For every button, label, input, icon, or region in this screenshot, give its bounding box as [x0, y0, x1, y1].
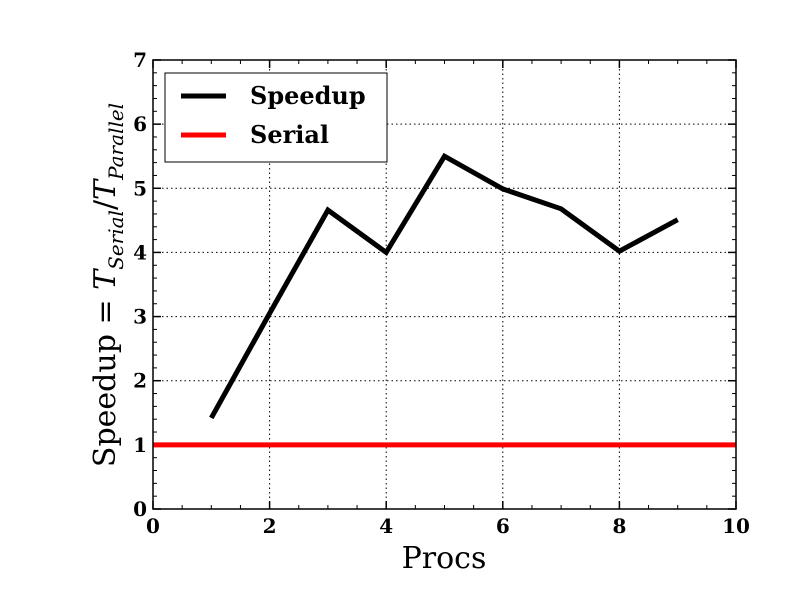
x-tick-label: 10 [722, 514, 750, 538]
y-tick-label: 1 [133, 433, 147, 457]
x-tick-label: 4 [379, 514, 393, 538]
grid [153, 60, 736, 509]
tick-labels: 0 2 4 6 8 10 0 1 2 3 4 5 6 7 [133, 48, 750, 538]
y-tick-label: 2 [133, 369, 147, 393]
y-tick-label: 7 [133, 48, 147, 72]
y-axis-label: Speedup = TSerial/TParallel [88, 103, 128, 467]
legend: Speedup Serial [164, 72, 388, 163]
legend-box [164, 72, 388, 163]
y-tick-label: 5 [133, 176, 147, 200]
y-tick-label: 0 [133, 497, 147, 521]
y-tick-label: 6 [133, 112, 147, 136]
y-axis-label-slash: / [88, 199, 123, 210]
x-tick-label: 8 [612, 514, 626, 538]
x-tick-label: 6 [496, 514, 510, 538]
series-line-speedup [209, 152, 679, 420]
y-axis-label-t1: T [88, 268, 123, 290]
x-axis-label: Procs [402, 541, 487, 576]
y-axis-label-sub2: Parallel [104, 103, 128, 181]
y-axis-label-prefix: Speedup = [88, 290, 123, 467]
x-tick-label: 2 [263, 514, 277, 538]
plot-frame [152, 59, 737, 510]
legend-label-speedup: Speedup [250, 81, 366, 110]
legend-label-serial: Serial [250, 120, 329, 149]
y-axis-label-sub1: Serial [104, 210, 128, 270]
series-layer [152, 152, 737, 448]
y-tick-label: 4 [133, 240, 147, 264]
y-tick-label: 3 [133, 305, 147, 329]
x-tick-label: 0 [146, 514, 160, 538]
y-axis-label-t2: T [88, 178, 123, 200]
